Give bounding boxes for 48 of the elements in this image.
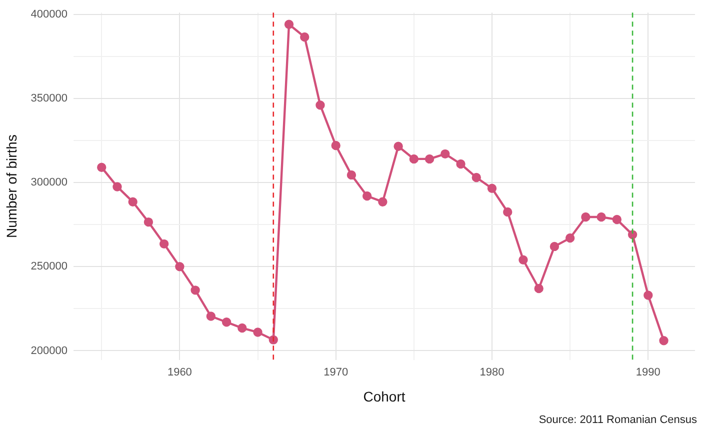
point [159, 239, 169, 249]
x-tick-label: 1960 [167, 366, 192, 379]
point [487, 184, 497, 194]
point [659, 336, 668, 346]
point [362, 191, 372, 201]
point [300, 32, 310, 42]
point [409, 154, 419, 164]
point [503, 207, 512, 217]
point [440, 149, 450, 159]
point [175, 262, 184, 272]
x-tick-label: 1980 [480, 366, 504, 379]
point [97, 162, 106, 172]
point [581, 212, 590, 222]
point [238, 323, 247, 333]
point [534, 284, 544, 294]
point [346, 170, 356, 180]
point [316, 100, 325, 110]
y-tick-label: 350000 [30, 92, 68, 104]
y-tick-label: 200000 [30, 344, 68, 357]
point [596, 212, 606, 222]
point [128, 197, 138, 206]
x-tick-label: 1970 [324, 366, 348, 379]
point [565, 233, 575, 243]
point [394, 142, 403, 151]
point [612, 214, 622, 224]
point [456, 159, 466, 169]
y-tick-label: 400000 [30, 8, 68, 20]
point [644, 290, 653, 300]
point [550, 242, 560, 252]
point [206, 312, 216, 321]
point [112, 182, 122, 192]
point [518, 255, 528, 264]
point [424, 154, 434, 164]
x-tick-label: 1990 [636, 366, 660, 379]
point [253, 328, 262, 337]
point [284, 20, 294, 29]
point [222, 318, 232, 327]
x-axis-title: Cohort [363, 388, 406, 404]
point [472, 172, 481, 182]
y-tick-label: 250000 [30, 260, 68, 273]
point [378, 197, 388, 206]
y-axis-title: Number of births [3, 134, 20, 238]
point [331, 140, 340, 150]
point [628, 230, 638, 240]
y-tick-label: 300000 [30, 176, 68, 189]
point [144, 217, 154, 227]
source-note: Source: 2011 Romanian Census [538, 414, 697, 426]
point [190, 286, 200, 295]
